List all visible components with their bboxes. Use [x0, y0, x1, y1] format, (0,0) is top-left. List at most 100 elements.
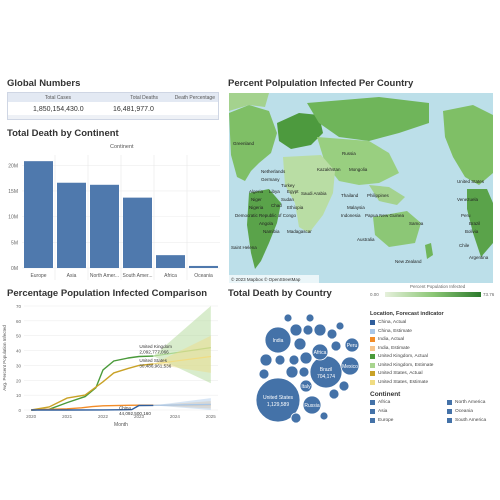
map-label-sudan: Sudan [281, 197, 295, 202]
south-america-shape[interactable] [247, 189, 281, 269]
colorbar-max: 73.76 [483, 292, 495, 297]
line-series[interactable] [31, 363, 154, 411]
forecast-legend-item[interactable]: China, Estimate [370, 328, 412, 334]
bar-category-label: Asia [67, 273, 77, 279]
bubble-chart-title: Total Death by Country [228, 288, 332, 299]
bubble[interactable] [328, 388, 340, 400]
bubble[interactable] [298, 366, 310, 378]
continent-legend-item[interactable]: North America [447, 400, 485, 405]
forecast-legend-item[interactable]: India, Estimate [370, 345, 410, 351]
forecast-legend-item[interactable]: India, Actual [370, 337, 404, 342]
bubble[interactable] [288, 354, 300, 366]
legend-label: United States, Estimate [378, 379, 429, 385]
map-label-new-zealand: New Zealand [395, 259, 422, 264]
forecast-legend-item[interactable]: United Kingdom, Estimate [370, 362, 433, 368]
legend-swatch [370, 362, 375, 368]
bubble-russia[interactable] [302, 395, 322, 415]
bubble-chart: United States 1,129,589 Brazil 704,174 I… [255, 313, 360, 424]
bar-category-label: North Amer... [90, 273, 119, 279]
bubble[interactable] [319, 411, 329, 421]
legend-swatch [370, 354, 375, 359]
map-label-russia: Russia [342, 151, 356, 156]
southeast-asia-shape[interactable] [369, 185, 405, 205]
north-america-right-shape[interactable] [443, 105, 493, 185]
russia-shape[interactable] [307, 97, 429, 141]
bubble-peru[interactable] [344, 337, 360, 353]
map-label-drc: Democratic Republic of Congo [235, 213, 297, 218]
africa-shape[interactable] [283, 155, 335, 233]
line-series[interactable] [31, 404, 154, 411]
bar-5[interactable] [189, 265, 218, 268]
north-america-shape[interactable] [229, 105, 277, 181]
colorbar [385, 292, 481, 297]
forecast-legend-item[interactable]: United States, Actual [370, 371, 423, 376]
bubble-africa[interactable] [311, 343, 329, 361]
world-map[interactable]: Russia Greenland Netherlands Kazakhstan … [229, 93, 493, 283]
new-zealand-shape[interactable] [425, 243, 433, 259]
map-label-mongolia: Mongolia [349, 167, 368, 172]
bubble-label-africa: Africa [314, 350, 327, 356]
bubble-italy[interactable] [299, 379, 313, 393]
continent-legend-item[interactable]: Africa [370, 400, 390, 405]
bubble-value-brazil: 704,174 [317, 374, 335, 380]
bubble[interactable] [289, 323, 303, 337]
asia-shape[interactable] [317, 137, 399, 185]
map-label-malaysia: Malaysia [347, 205, 365, 210]
continent-legend-item[interactable]: Oceania [447, 409, 473, 414]
continent-legend-item[interactable]: South America [447, 418, 486, 423]
bubble[interactable] [302, 324, 314, 336]
forecast-legend-item[interactable]: United States, Estimate [370, 379, 429, 385]
bar-chart-header: Continent [110, 144, 134, 150]
bubble[interactable] [283, 313, 293, 323]
australia-shape[interactable] [373, 211, 421, 247]
bar-2[interactable] [90, 184, 119, 268]
continent-legend-item[interactable]: Europe [370, 418, 393, 423]
bubble[interactable] [274, 354, 286, 366]
legend-swatch [370, 379, 375, 385]
map-label-netherlands: Netherlands [261, 169, 286, 174]
bubble[interactable] [313, 323, 327, 337]
table-scrollbar[interactable] [8, 115, 218, 119]
bubble[interactable] [259, 353, 273, 367]
bar-ytick-label: 20M [8, 163, 18, 169]
line-xlabel: Month [114, 422, 128, 428]
line-xtick-label: 2025 [206, 414, 217, 419]
legend-swatch [370, 418, 375, 423]
map-label-greenland: Greenland [233, 141, 255, 146]
greenland-shape[interactable] [229, 93, 269, 111]
map-label-samoa: Samoa [409, 221, 424, 226]
line-annotation: 44,092,500,160 [119, 411, 151, 416]
bubble[interactable] [338, 380, 350, 392]
forecast-legend-item[interactable]: United Kingdom, Actual [370, 354, 428, 359]
legend-swatch [370, 371, 375, 376]
europe-shape[interactable] [277, 113, 323, 149]
legend-label: North America [455, 400, 486, 405]
south-america-right-shape[interactable] [467, 189, 493, 257]
legend-swatch [447, 400, 452, 405]
line-xtick-label: 2020 [26, 414, 37, 419]
bubble[interactable] [330, 340, 342, 352]
bubble[interactable] [293, 337, 307, 351]
forecast-legend-item[interactable]: China, Actual [370, 320, 406, 325]
bubble[interactable] [299, 351, 313, 365]
bubble[interactable] [258, 368, 270, 380]
bubble[interactable] [335, 321, 345, 331]
bubble-india[interactable] [264, 326, 292, 354]
continent-legend-item[interactable]: Asia [370, 409, 387, 414]
bar-0[interactable] [24, 161, 53, 268]
bubble[interactable] [285, 365, 299, 379]
bar-4[interactable] [156, 255, 185, 268]
bubble-value-united-states: 1,129,589 [267, 402, 289, 408]
bubble-united-states[interactable] [255, 377, 301, 423]
line-series[interactable] [31, 404, 154, 411]
bubble[interactable] [326, 328, 338, 340]
bar-3[interactable] [123, 197, 152, 268]
bubble-mexico[interactable] [340, 356, 360, 376]
line-series[interactable] [31, 355, 154, 411]
bubble[interactable] [290, 412, 302, 424]
map-label-australia: Australia [357, 237, 375, 242]
legend-swatch [370, 328, 375, 334]
bar-1[interactable] [57, 182, 86, 268]
bubble[interactable] [305, 313, 315, 323]
legend-swatch [447, 418, 452, 423]
